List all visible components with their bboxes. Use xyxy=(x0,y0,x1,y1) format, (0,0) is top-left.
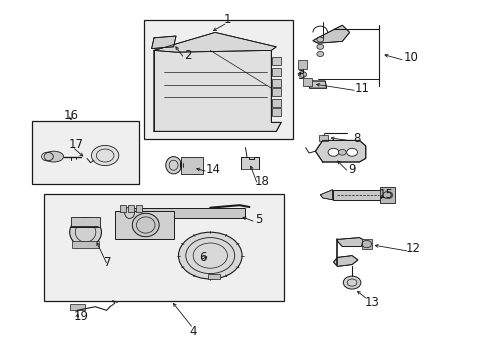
Circle shape xyxy=(343,276,360,289)
Circle shape xyxy=(346,148,357,156)
Bar xyxy=(271,108,280,116)
Text: 1: 1 xyxy=(223,13,231,26)
Text: 12: 12 xyxy=(405,242,420,255)
Bar xyxy=(144,20,293,139)
Text: 6: 6 xyxy=(199,251,206,264)
Polygon shape xyxy=(320,190,332,200)
Bar xyxy=(71,217,100,227)
Bar xyxy=(332,190,381,200)
Bar xyxy=(120,205,125,212)
Bar xyxy=(318,135,327,141)
Text: 5: 5 xyxy=(255,213,263,226)
Bar xyxy=(115,211,173,239)
Bar xyxy=(132,208,244,218)
Text: 3: 3 xyxy=(296,69,304,82)
Ellipse shape xyxy=(69,218,102,247)
Text: 19: 19 xyxy=(73,310,88,323)
Bar xyxy=(271,57,280,65)
Text: 9: 9 xyxy=(347,163,355,176)
Polygon shape xyxy=(337,238,365,247)
Bar xyxy=(271,68,280,76)
Polygon shape xyxy=(154,32,276,52)
Text: 14: 14 xyxy=(205,163,220,176)
Circle shape xyxy=(316,44,323,49)
Ellipse shape xyxy=(124,207,134,219)
Bar xyxy=(240,157,259,169)
Text: 16: 16 xyxy=(63,109,78,122)
Bar xyxy=(136,205,142,212)
Bar xyxy=(271,88,280,96)
Polygon shape xyxy=(151,36,176,49)
Polygon shape xyxy=(315,140,365,162)
Bar xyxy=(361,239,371,249)
Text: 17: 17 xyxy=(68,138,83,150)
Bar xyxy=(380,187,394,203)
Bar xyxy=(271,99,280,107)
Bar xyxy=(70,304,84,310)
Bar xyxy=(72,241,99,248)
Ellipse shape xyxy=(165,157,181,174)
Circle shape xyxy=(298,72,306,77)
Polygon shape xyxy=(333,256,357,266)
Text: 2: 2 xyxy=(184,49,192,62)
Circle shape xyxy=(91,145,119,166)
Text: 15: 15 xyxy=(378,188,393,201)
Circle shape xyxy=(316,51,323,57)
Text: 18: 18 xyxy=(254,175,268,188)
Ellipse shape xyxy=(132,213,159,237)
Text: 4: 4 xyxy=(189,325,197,338)
Bar xyxy=(32,121,139,184)
Bar xyxy=(207,274,220,279)
Polygon shape xyxy=(154,50,281,131)
Bar xyxy=(181,157,203,174)
Circle shape xyxy=(338,149,346,155)
Ellipse shape xyxy=(44,151,63,162)
Text: 11: 11 xyxy=(354,82,368,95)
Text: 13: 13 xyxy=(364,296,378,309)
Circle shape xyxy=(178,232,242,279)
Bar xyxy=(271,79,280,87)
Text: 10: 10 xyxy=(403,51,417,64)
Text: 8: 8 xyxy=(352,132,360,145)
Text: 7: 7 xyxy=(103,256,111,269)
Circle shape xyxy=(316,37,323,42)
Bar xyxy=(128,205,134,212)
Bar xyxy=(44,194,283,301)
Polygon shape xyxy=(312,25,349,43)
Polygon shape xyxy=(307,81,326,88)
Bar xyxy=(303,78,311,86)
Bar xyxy=(298,60,306,69)
Circle shape xyxy=(327,148,338,156)
